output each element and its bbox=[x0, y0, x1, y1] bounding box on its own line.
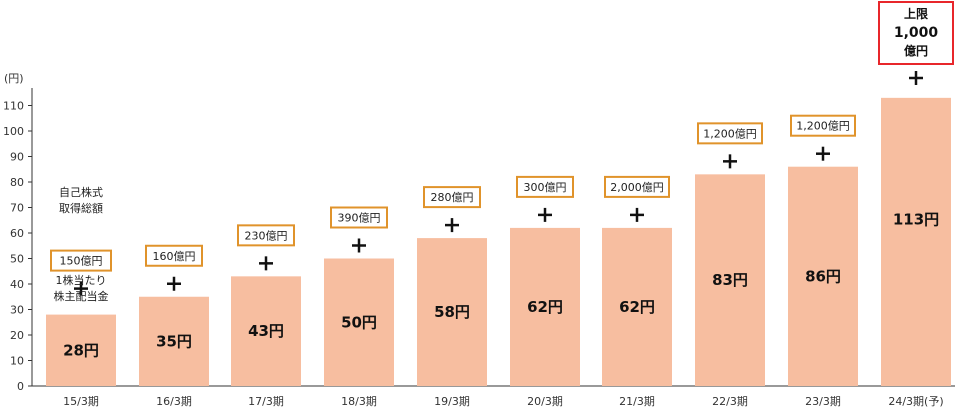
bar bbox=[695, 174, 765, 386]
bar bbox=[788, 166, 858, 386]
bar-value-label: 113円 bbox=[893, 211, 939, 229]
buyback-box-label: 390億円 bbox=[338, 212, 381, 225]
y-tick-label: 80 bbox=[10, 176, 24, 189]
buyback-box bbox=[50, 249, 112, 272]
bar-value-label: 35円 bbox=[156, 332, 192, 350]
bar-value-label: 62円 bbox=[527, 298, 563, 316]
x-tick-label: 15/3期 bbox=[63, 395, 99, 408]
buyback-box bbox=[145, 244, 203, 267]
bar bbox=[46, 314, 116, 386]
x-tick-label: 23/3期 bbox=[805, 395, 841, 408]
y-tick-label: 30 bbox=[10, 304, 24, 317]
y-tick-label: 70 bbox=[10, 202, 24, 215]
y-tick-label: 90 bbox=[10, 151, 24, 164]
x-tick-label: 20/3期 bbox=[527, 395, 563, 408]
buyback-box-label: 150億円 bbox=[60, 255, 103, 268]
buyback-box bbox=[330, 206, 388, 229]
bar bbox=[510, 227, 580, 386]
x-tick-label: 17/3期 bbox=[248, 395, 284, 408]
y-axis-unit-label: (円) bbox=[4, 72, 24, 85]
bar bbox=[139, 296, 209, 386]
x-tick-label: 16/3期 bbox=[156, 395, 192, 408]
bar-value-label: 62円 bbox=[619, 298, 655, 316]
buyback-box bbox=[790, 114, 856, 137]
bar-value-label: 83円 bbox=[712, 271, 748, 289]
y-tick-label: 10 bbox=[10, 355, 24, 368]
bar bbox=[324, 258, 394, 386]
buyback-box-label: 160億円 bbox=[153, 250, 196, 263]
x-tick-label: 19/3期 bbox=[434, 395, 470, 408]
y-tick-label: 100 bbox=[3, 125, 24, 138]
dividend-legend-line: 1株当たり bbox=[56, 273, 107, 287]
buyback-box bbox=[237, 224, 295, 247]
cap-label-line: 1,000 bbox=[894, 25, 939, 41]
bar bbox=[417, 238, 487, 386]
cap-label-line: 億円 bbox=[904, 43, 928, 58]
buyback-box bbox=[697, 122, 763, 145]
buyback-box bbox=[604, 175, 670, 198]
bar-value-label: 50円 bbox=[341, 313, 377, 331]
buyback-box bbox=[423, 186, 481, 209]
x-tick-label: 24/3期(予) bbox=[888, 395, 943, 408]
y-tick-label: 0 bbox=[17, 380, 24, 393]
y-tick-label: 110 bbox=[3, 100, 24, 113]
y-tick-label: 40 bbox=[10, 278, 24, 291]
x-axis-labels: 15/3期 16/3期 17/3期 18/3期 19/3期 20/3期 21/3期 22/3期… bbox=[63, 395, 944, 408]
buyback-box-label: 1,200億円 bbox=[703, 127, 757, 140]
bars bbox=[46, 97, 951, 386]
x-tick-label: 22/3期 bbox=[712, 395, 748, 408]
bar-value-label: 58円 bbox=[434, 303, 470, 321]
buyback-box-label: 300億円 bbox=[524, 181, 567, 194]
cap-label-line: 上限 bbox=[904, 6, 928, 21]
dividend-legend-line: 株主配当金 bbox=[54, 289, 109, 303]
buyback-legend-line: 取得総額 bbox=[59, 201, 103, 215]
buyback-box-label: 280億円 bbox=[431, 191, 474, 204]
bar bbox=[881, 97, 951, 386]
x-tick-label: 18/3期 bbox=[341, 395, 377, 408]
y-tick-label: 60 bbox=[10, 227, 24, 240]
bar-value-label: 28円 bbox=[63, 341, 99, 359]
buyback-legend-line: 自己株式 bbox=[59, 185, 103, 199]
bar-value-label: 86円 bbox=[805, 267, 841, 285]
buyback-box-label: 2,000億円 bbox=[610, 181, 664, 194]
bar bbox=[231, 276, 301, 386]
y-tick-label: 50 bbox=[10, 253, 24, 266]
buyback-box-label: 230億円 bbox=[245, 229, 288, 242]
buyback-box bbox=[516, 175, 574, 198]
buyback-cap-box bbox=[878, 1, 954, 65]
x-tick-label: 21/3期 bbox=[619, 395, 655, 408]
buyback-box-label: 1,200億円 bbox=[796, 120, 850, 133]
y-tick-label: 20 bbox=[10, 329, 24, 342]
bar bbox=[602, 227, 672, 386]
bar-value-label: 43円 bbox=[248, 322, 284, 340]
bar-labels: 28円 35円 43円 50円 58円 62円 62円 83円 86円 113円 bbox=[63, 211, 939, 360]
